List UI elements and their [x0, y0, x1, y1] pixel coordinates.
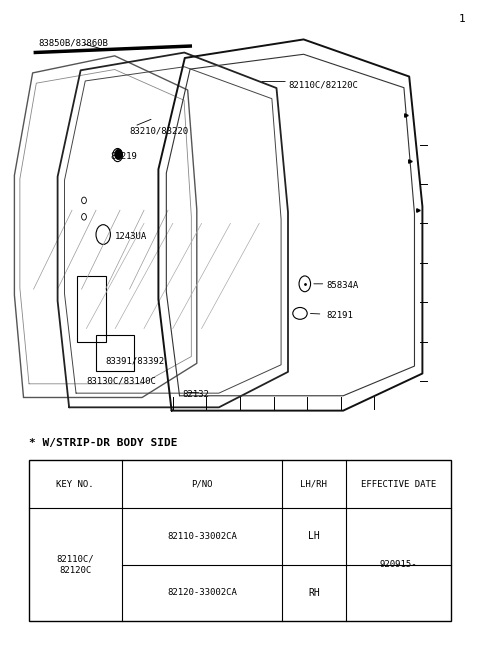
- Text: 83130C/83140C: 83130C/83140C: [86, 376, 156, 386]
- Circle shape: [115, 149, 122, 160]
- Text: 82132: 82132: [182, 390, 209, 399]
- Text: 85834A: 85834A: [326, 281, 359, 290]
- Text: EFFECTIVE DATE: EFFECTIVE DATE: [361, 480, 436, 489]
- Text: 1243UA: 1243UA: [115, 232, 147, 241]
- Text: 82110-33002CA: 82110-33002CA: [167, 532, 237, 541]
- Text: 920915-: 920915-: [380, 560, 417, 569]
- Bar: [96, 335, 134, 371]
- Bar: [77, 276, 106, 342]
- Text: 82191: 82191: [326, 311, 353, 320]
- Text: 83391/83392: 83391/83392: [106, 357, 165, 366]
- Text: P/NO: P/NO: [191, 480, 213, 489]
- Bar: [29, 460, 451, 621]
- Text: 83210/83220: 83210/83220: [130, 127, 189, 136]
- Text: KEY NO.: KEY NO.: [57, 480, 94, 489]
- Text: LH/RH: LH/RH: [300, 480, 327, 489]
- Text: 82120-33002CA: 82120-33002CA: [167, 588, 237, 597]
- Text: * W/STRIP-DR BODY SIDE: * W/STRIP-DR BODY SIDE: [29, 438, 177, 448]
- Text: RH: RH: [308, 588, 320, 598]
- Text: 82110C/
82120C: 82110C/ 82120C: [57, 554, 94, 575]
- Text: 83850B/83860B: 83850B/83860B: [38, 38, 108, 47]
- Text: LH: LH: [308, 532, 320, 541]
- Text: 83219: 83219: [110, 152, 137, 161]
- Text: 82110C/82120C: 82110C/82120C: [288, 81, 358, 90]
- Text: 1: 1: [459, 14, 466, 24]
